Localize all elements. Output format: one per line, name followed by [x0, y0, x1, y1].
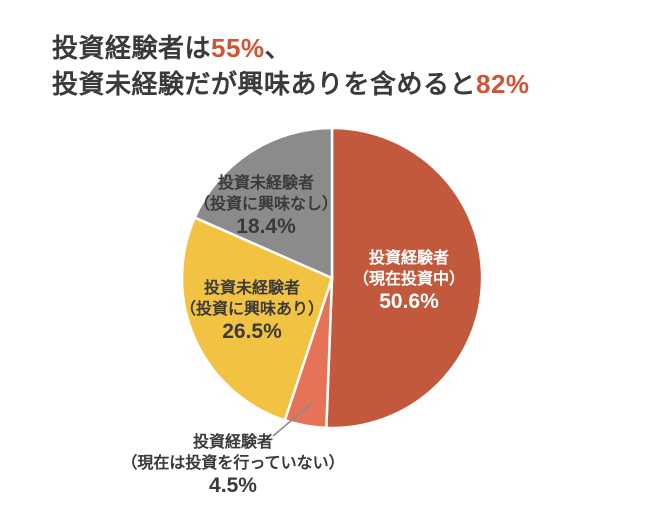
leader-line: [272, 402, 313, 437]
slice-percentage: 18.4%: [236, 215, 296, 238]
slice-percentage: 26.5%: [222, 320, 282, 343]
title-text: 投資経験者は: [52, 33, 212, 63]
chart-title-line1: 投資経験者は55%、: [52, 30, 530, 66]
slice-label-line: 投資経験者: [192, 434, 274, 451]
slice-percentage: 50.6%: [379, 290, 439, 313]
chart-title: 投資経験者は55%、 投資未経験だが興味ありを含めると82%: [52, 30, 530, 102]
slice-percentage: 4.5%: [209, 474, 257, 497]
slice-label-line: （現在投資中）: [352, 271, 466, 288]
slice-label-line: （現在は投資を行っていない）: [121, 455, 345, 472]
slice-label-line: 投資未経験者: [217, 175, 315, 192]
slice-label-line: （投資に興味なし）: [193, 196, 339, 213]
title-highlight-82: 82%: [476, 69, 530, 99]
pie-slice-3: [193, 126, 334, 280]
slice-label-line: （投資に興味あり）: [179, 301, 325, 318]
slice-label-investing-now: 投資経験者 （現在投資中） 50.6%: [353, 248, 465, 314]
slice-label-not-interested: 投資未経験者 （投資に興味なし） 18.4%: [194, 173, 338, 239]
slice-label-line: 投資経験者: [368, 250, 450, 267]
pie-slices-group: [180, 126, 484, 430]
title-text: 投資未経験だが興味ありを含めると: [52, 69, 477, 99]
title-highlight-55: 55%: [211, 33, 265, 63]
pie-slice-2: [180, 216, 334, 422]
chart-title-line2: 投資未経験だが興味ありを含めると82%: [52, 66, 530, 102]
pie-slice-0: [325, 126, 484, 430]
slice-label-not-investing-now: 投資経験者 （現在は投資を行っていない） 4.5%: [121, 432, 344, 498]
title-text: 、: [264, 33, 292, 63]
slice-label-line: 投資未経験者: [203, 280, 301, 297]
slice-label-interested: 投資未経験者 （投資に興味あり） 26.5%: [180, 278, 324, 344]
